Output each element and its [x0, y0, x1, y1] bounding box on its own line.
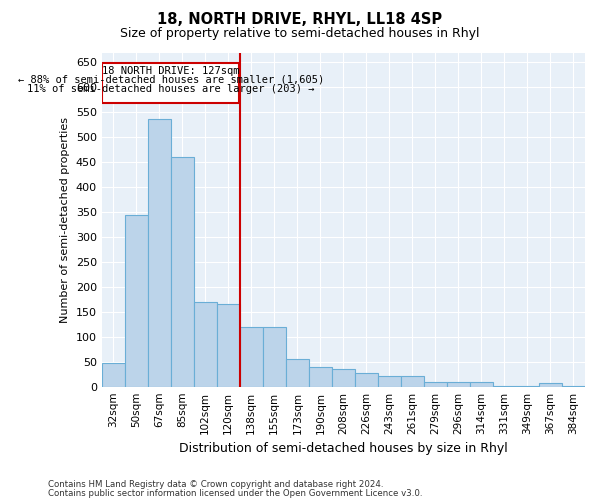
Text: 18 NORTH DRIVE: 127sqm: 18 NORTH DRIVE: 127sqm [102, 66, 239, 76]
Bar [101, 363, 125, 386]
Bar [447, 382, 470, 386]
Text: Contains public sector information licensed under the Open Government Licence v3: Contains public sector information licen… [48, 489, 422, 498]
Bar [309, 366, 332, 386]
Bar [378, 376, 401, 386]
Bar [171, 157, 194, 386]
FancyBboxPatch shape [102, 64, 239, 104]
Bar [424, 382, 447, 386]
Bar [240, 327, 263, 386]
Y-axis label: Number of semi-detached properties: Number of semi-detached properties [60, 116, 70, 322]
Bar [125, 214, 148, 386]
Text: 11% of semi-detached houses are larger (203) →: 11% of semi-detached houses are larger (… [27, 84, 314, 94]
Bar [539, 383, 562, 386]
Bar [401, 376, 424, 386]
Bar [355, 372, 378, 386]
Bar [217, 304, 240, 386]
Text: Size of property relative to semi-detached houses in Rhyl: Size of property relative to semi-detach… [120, 28, 480, 40]
Bar [194, 302, 217, 386]
Bar [470, 382, 493, 386]
Bar [148, 119, 171, 386]
Text: ← 88% of semi-detached houses are smaller (1,605): ← 88% of semi-detached houses are smalle… [17, 75, 324, 85]
Text: Contains HM Land Registry data © Crown copyright and database right 2024.: Contains HM Land Registry data © Crown c… [48, 480, 383, 489]
Bar [263, 327, 286, 386]
Text: 18, NORTH DRIVE, RHYL, LL18 4SP: 18, NORTH DRIVE, RHYL, LL18 4SP [157, 12, 443, 28]
X-axis label: Distribution of semi-detached houses by size in Rhyl: Distribution of semi-detached houses by … [179, 442, 508, 455]
Bar [286, 359, 309, 386]
Bar [332, 369, 355, 386]
